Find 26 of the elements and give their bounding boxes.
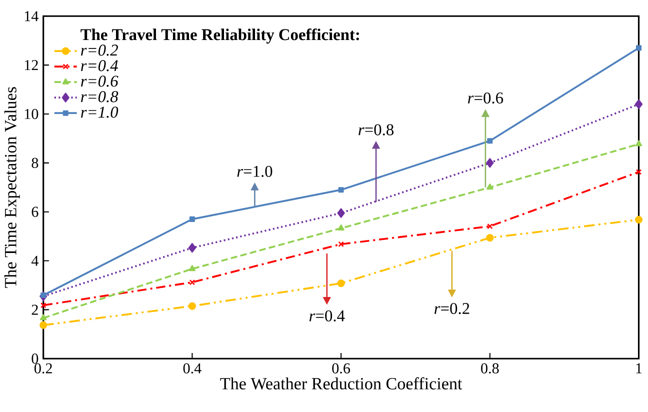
x-tick-label: 0.4 xyxy=(183,363,202,374)
annotation: r=0.6 xyxy=(468,92,504,104)
legend-label: r=0.8 xyxy=(81,91,118,102)
y-tick-label: 14 xyxy=(24,11,38,22)
legend-label: r=1.0 xyxy=(81,106,118,118)
y-tick-label: 10 xyxy=(24,108,38,120)
legend-label: r=0.2 xyxy=(81,44,118,56)
x-tick-label: 0.8 xyxy=(481,363,499,374)
legend-title: The Travel Time Reliability Coefficient: xyxy=(80,28,359,44)
annotation: r=0.4 xyxy=(309,310,345,322)
annotation: r=1.0 xyxy=(237,166,272,177)
legend-label: r=0.4 xyxy=(81,60,118,72)
y-tick-label: 4 xyxy=(31,256,38,266)
y-tick-label: 8 xyxy=(32,158,38,168)
y-tick-label: 12 xyxy=(24,60,38,70)
x-tick-label: 1 xyxy=(636,363,642,374)
x-axis-title: The Weather Reduction Coefficient xyxy=(220,377,462,390)
x-tick-label: 0.2 xyxy=(34,363,52,374)
y-axis-title: The Time Expectation Values xyxy=(4,87,20,288)
annotation: r=0.2 xyxy=(434,302,470,314)
y-tick-label: 0 xyxy=(32,354,38,364)
x-tick-label: 0.6 xyxy=(332,363,350,374)
y-tick-label: 6 xyxy=(32,206,38,217)
legend-label: r=0.6 xyxy=(81,76,118,87)
y-tick-label: 2 xyxy=(32,304,38,315)
annotation: r=0.8 xyxy=(358,124,394,136)
